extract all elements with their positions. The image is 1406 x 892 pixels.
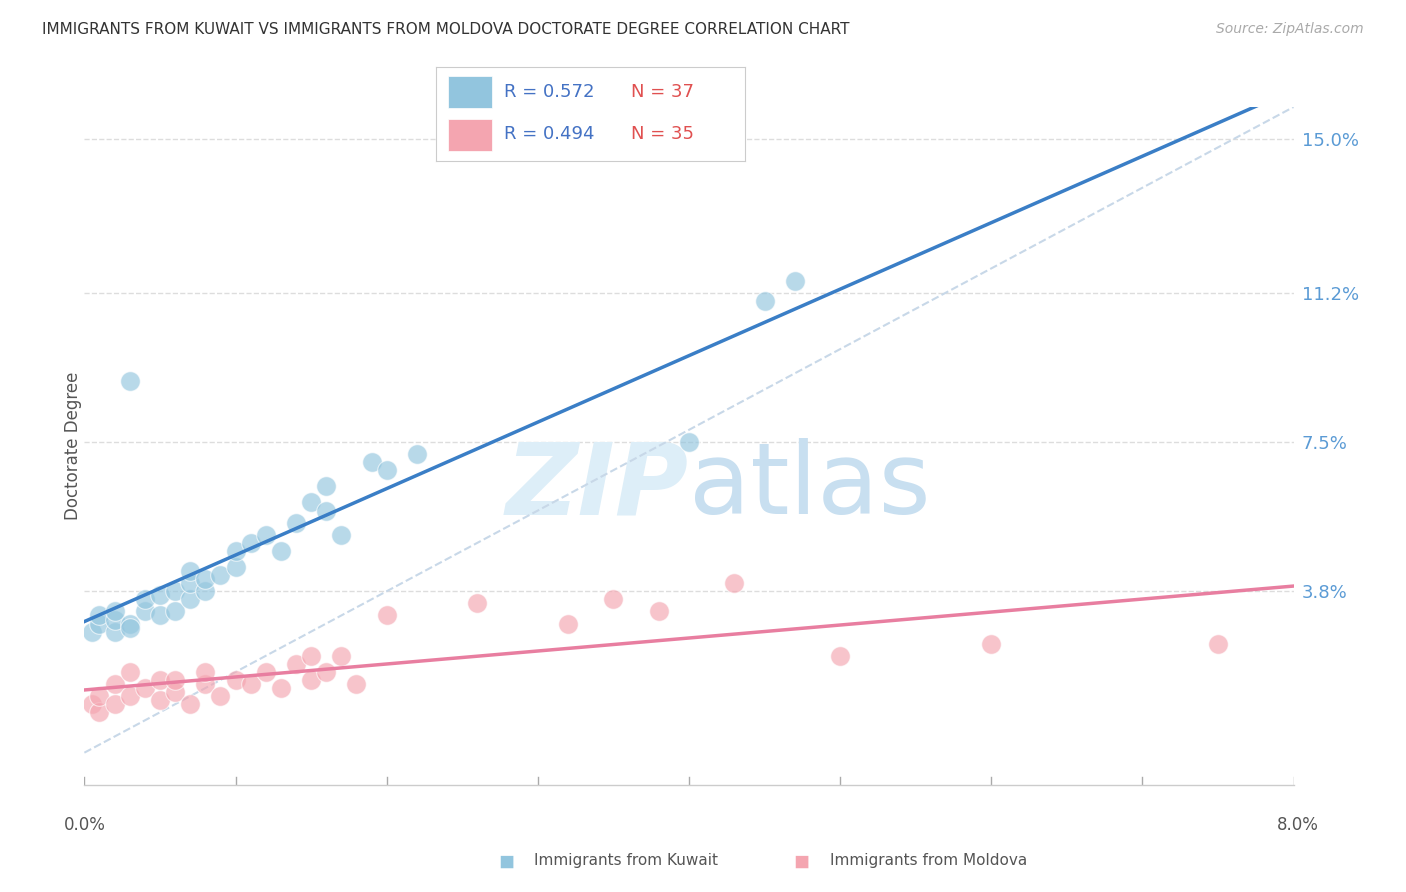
Point <box>406 447 429 461</box>
Point <box>104 677 127 691</box>
Point <box>104 604 127 618</box>
Point <box>104 698 127 712</box>
Point <box>80 698 103 712</box>
Text: R = 0.494: R = 0.494 <box>503 126 595 144</box>
Point <box>118 621 141 635</box>
Point <box>194 665 217 679</box>
Point <box>149 673 172 687</box>
Point <box>194 584 217 599</box>
Point <box>118 375 141 389</box>
Text: ◼: ◼ <box>793 851 810 871</box>
Text: atlas: atlas <box>689 438 931 535</box>
Point <box>165 604 187 618</box>
Point <box>285 516 308 530</box>
Point <box>830 648 852 663</box>
Point <box>315 665 337 679</box>
Point <box>375 463 398 477</box>
Point <box>980 637 1002 651</box>
Point <box>315 479 337 493</box>
Point <box>1206 637 1229 651</box>
Point <box>270 544 292 558</box>
Point <box>149 608 172 623</box>
Point <box>330 648 353 663</box>
Text: IMMIGRANTS FROM KUWAIT VS IMMIGRANTS FROM MOLDOVA DOCTORATE DEGREE CORRELATION C: IMMIGRANTS FROM KUWAIT VS IMMIGRANTS FRO… <box>42 22 849 37</box>
Point <box>270 681 292 695</box>
Point <box>557 616 579 631</box>
FancyBboxPatch shape <box>449 120 492 152</box>
Text: 8.0%: 8.0% <box>1277 816 1319 834</box>
Point <box>678 434 700 449</box>
Point <box>118 689 141 703</box>
Point <box>783 274 806 288</box>
Point <box>89 616 111 631</box>
Point <box>165 673 187 687</box>
Point <box>80 624 103 639</box>
Text: 0.0%: 0.0% <box>63 816 105 834</box>
Point <box>118 616 141 631</box>
Point <box>179 698 201 712</box>
Point <box>194 677 217 691</box>
Point <box>225 560 247 574</box>
Text: N = 35: N = 35 <box>631 126 693 144</box>
Point <box>194 572 217 586</box>
Point <box>360 455 382 469</box>
Point <box>89 608 111 623</box>
Point <box>225 544 247 558</box>
Y-axis label: Doctorate Degree: Doctorate Degree <box>65 372 82 520</box>
Point <box>330 528 353 542</box>
Point <box>149 588 172 602</box>
Point <box>104 624 127 639</box>
FancyBboxPatch shape <box>449 77 492 108</box>
Point <box>648 604 671 618</box>
Point <box>299 495 322 509</box>
Point <box>104 613 127 627</box>
Point <box>285 657 308 671</box>
Point <box>375 608 398 623</box>
Point <box>602 592 624 607</box>
Point <box>149 693 172 707</box>
Point <box>179 576 201 591</box>
Point <box>299 648 322 663</box>
Point <box>754 293 776 308</box>
Point <box>346 677 368 691</box>
Text: Source: ZipAtlas.com: Source: ZipAtlas.com <box>1216 22 1364 37</box>
Text: ◼: ◼ <box>498 851 515 871</box>
Point <box>225 673 247 687</box>
Point <box>254 528 277 542</box>
Point <box>179 564 201 578</box>
Point <box>239 536 262 550</box>
Point <box>165 685 187 699</box>
Point <box>134 604 156 618</box>
Point <box>209 568 232 582</box>
Text: ZIP: ZIP <box>506 438 689 535</box>
Point <box>165 584 187 599</box>
Point <box>723 576 745 591</box>
Text: Immigrants from Kuwait: Immigrants from Kuwait <box>534 854 718 868</box>
Point <box>239 677 262 691</box>
Point <box>299 673 322 687</box>
Text: R = 0.572: R = 0.572 <box>503 83 595 101</box>
Point <box>315 503 337 517</box>
Point <box>254 665 277 679</box>
Point <box>134 592 156 607</box>
Point <box>89 706 111 720</box>
Point <box>118 665 141 679</box>
Point <box>179 592 201 607</box>
Point <box>89 689 111 703</box>
Point <box>467 596 489 610</box>
Text: N = 37: N = 37 <box>631 83 693 101</box>
Point <box>209 689 232 703</box>
Text: Immigrants from Moldova: Immigrants from Moldova <box>830 854 1026 868</box>
Point <box>134 681 156 695</box>
